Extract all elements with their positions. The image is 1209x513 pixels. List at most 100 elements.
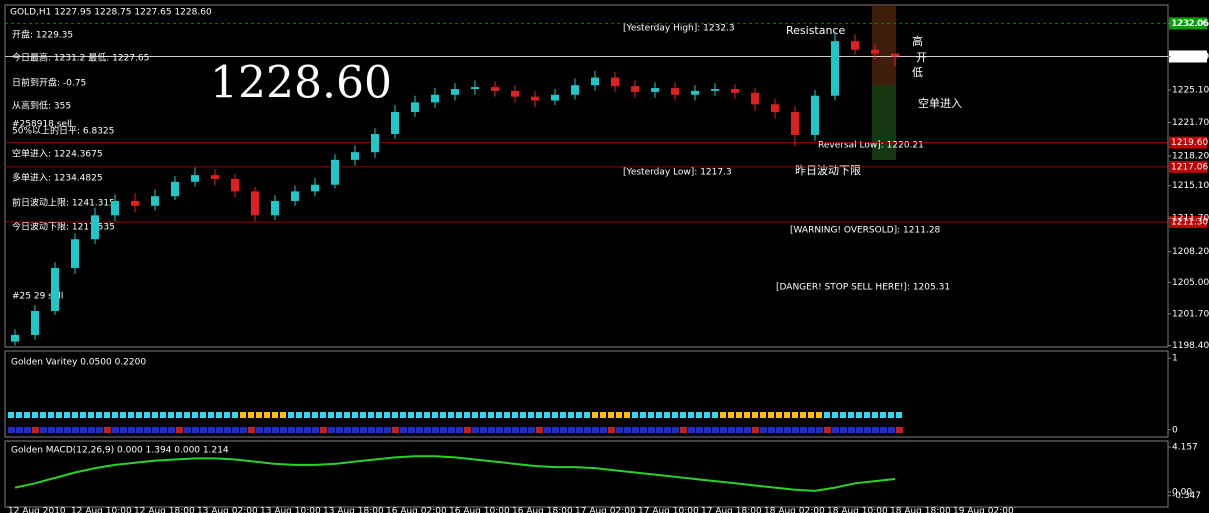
annotation: Reversal Low]: 1220.21 xyxy=(818,141,924,151)
x-tick-label: 19 Aug 02:00 xyxy=(953,507,1014,513)
state-bar xyxy=(392,427,399,433)
state-square xyxy=(168,412,174,418)
state-bar xyxy=(544,427,551,433)
state-square xyxy=(704,412,710,418)
state-square xyxy=(264,412,270,418)
state-square xyxy=(368,412,374,418)
macd-panel xyxy=(4,440,1169,508)
state-bar xyxy=(224,427,231,433)
state-square xyxy=(544,412,550,418)
x-tick-label: 13 Aug 02:00 xyxy=(197,507,258,513)
state-square xyxy=(216,412,222,418)
state-square xyxy=(656,412,662,418)
state-bar xyxy=(304,427,311,433)
y-tick-label: 0 xyxy=(1172,425,1178,435)
candle-body xyxy=(491,87,499,91)
state-bar xyxy=(664,427,671,433)
state-square xyxy=(32,412,38,418)
state-square xyxy=(608,412,614,418)
y-tick-label: 1201.70 xyxy=(1172,309,1209,319)
state-bar xyxy=(808,427,815,433)
state-bar xyxy=(200,427,207,433)
state-bar xyxy=(320,427,327,433)
state-square xyxy=(448,412,454,418)
state-square xyxy=(816,412,822,418)
x-tick-label: 13 Aug 10:00 xyxy=(260,507,321,513)
state-bar xyxy=(440,427,447,433)
state-bar xyxy=(768,427,775,433)
state-square xyxy=(584,412,590,418)
state-square xyxy=(424,412,430,418)
state-square xyxy=(648,412,654,418)
state-square xyxy=(568,412,574,418)
state-bar xyxy=(632,427,639,433)
state-square xyxy=(592,412,598,418)
info-line: 日前到开盘: -0.75 xyxy=(12,77,86,89)
state-square xyxy=(376,412,382,418)
candle-body xyxy=(511,90,519,97)
y-tick-label: 1211.70 xyxy=(1172,214,1209,224)
candle-body xyxy=(91,215,99,240)
state-bar xyxy=(832,427,839,433)
state-square xyxy=(120,412,126,418)
candle-body xyxy=(671,88,679,95)
annotation: 空单进入 xyxy=(918,96,962,110)
state-bar xyxy=(608,427,615,433)
state-bar xyxy=(160,427,167,433)
y-tick-label: 4.157 xyxy=(1172,442,1198,452)
state-square xyxy=(632,412,638,418)
state-square xyxy=(304,412,310,418)
state-bar xyxy=(336,427,343,433)
state-square xyxy=(248,412,254,418)
state-bar xyxy=(448,427,455,433)
candle-body xyxy=(271,200,279,216)
state-bar xyxy=(624,427,631,433)
state-bar xyxy=(24,427,31,433)
state-bar xyxy=(48,427,55,433)
info-line: 从高到低: 355 xyxy=(12,100,71,112)
state-square xyxy=(80,412,86,418)
state-bar xyxy=(536,427,543,433)
annotation: 昨日波动下限 xyxy=(795,164,861,177)
state-square xyxy=(64,412,70,418)
state-square xyxy=(360,412,366,418)
state-bar xyxy=(424,427,431,433)
state-square xyxy=(520,412,526,418)
state-square xyxy=(664,412,670,418)
state-square xyxy=(160,412,166,418)
x-tick-label: 18 Aug 18:00 xyxy=(890,507,951,513)
state-bar xyxy=(168,427,175,433)
state-square xyxy=(472,412,478,418)
state-square xyxy=(384,412,390,418)
candle-body xyxy=(451,89,459,95)
state-bar xyxy=(648,427,655,433)
state-square xyxy=(432,412,438,418)
state-bar xyxy=(704,427,711,433)
state-square xyxy=(88,412,94,418)
state-square xyxy=(752,412,758,418)
state-bar xyxy=(256,427,263,433)
state-square xyxy=(8,412,14,418)
variety-panel xyxy=(4,350,1169,438)
state-bar xyxy=(376,427,383,433)
state-bar xyxy=(824,427,831,433)
x-tick-label: 16 Aug 18:00 xyxy=(512,507,573,513)
state-bar xyxy=(296,427,303,433)
state-bar xyxy=(792,427,799,433)
info-line: 空单进入: 1224.3675 xyxy=(12,148,103,160)
annotation: 高 xyxy=(912,34,923,48)
state-bar xyxy=(616,427,623,433)
candle-body xyxy=(651,88,659,92)
candle-body xyxy=(791,111,799,135)
level-label: 1228.60 xyxy=(1171,52,1208,62)
state-square xyxy=(728,412,734,418)
candle-body xyxy=(31,311,39,335)
state-bar xyxy=(752,427,759,433)
state-square xyxy=(184,412,190,418)
state-square xyxy=(56,412,62,418)
level-label: 1217.06 xyxy=(1171,162,1208,172)
state-bar xyxy=(40,427,47,433)
state-bar xyxy=(176,427,183,433)
state-bar xyxy=(560,427,567,433)
candle-body xyxy=(351,152,359,160)
